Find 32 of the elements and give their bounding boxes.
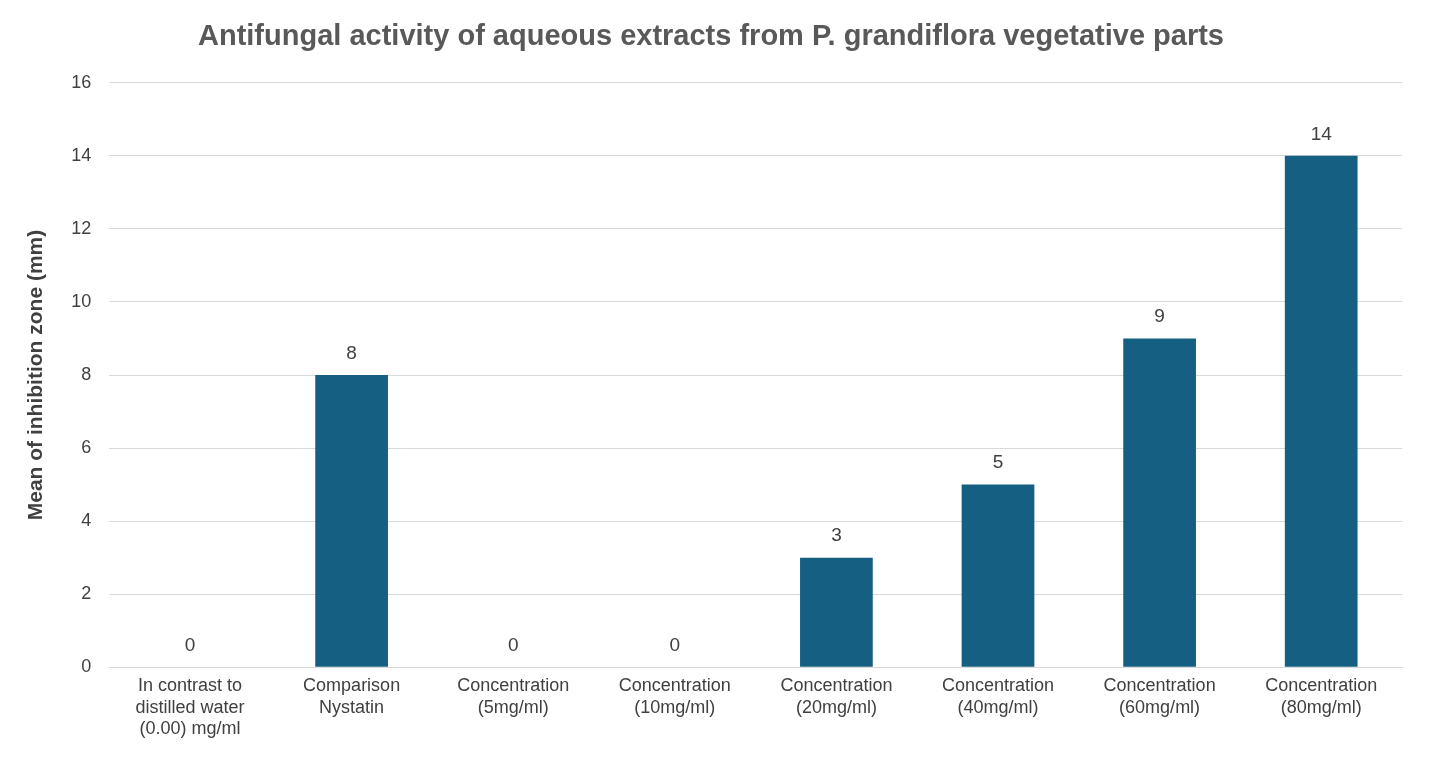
bar — [1123, 338, 1196, 667]
y-axis-title: Mean of inhibition zone (mm) — [23, 229, 47, 521]
x-tick-label: Concentration (40mg/ml) — [941, 674, 1055, 717]
bar — [961, 484, 1035, 667]
y-tick-label: 6 — [81, 437, 92, 458]
y-tick-label: 2 — [81, 583, 92, 604]
data-label: 5 — [992, 451, 1004, 473]
y-tick-label: 0 — [81, 656, 92, 677]
data-label: 14 — [1310, 122, 1333, 144]
data-label: 0 — [507, 633, 519, 655]
data-label: 0 — [669, 633, 681, 655]
y-tick-label: 12 — [71, 217, 92, 238]
data-label: 3 — [831, 524, 842, 546]
data-label: 8 — [346, 341, 357, 363]
x-tick-label: Concentration (5mg/ml) — [457, 674, 570, 717]
bar — [315, 375, 388, 667]
y-tick-label: 10 — [71, 290, 92, 311]
data-label: 9 — [1154, 305, 1165, 327]
chart-title: Antifungal activity of aqueous extracts from P. grandiflora vegetative parts — [197, 19, 1225, 52]
x-tick-label: Concentration (60mg/ml) — [1103, 674, 1216, 717]
x-tick-label: Concentration (20mg/ml) — [780, 674, 893, 717]
bar — [1284, 155, 1358, 667]
x-tick-label: Comparison Nystatin — [303, 674, 401, 717]
y-tick-label: 14 — [71, 144, 92, 165]
y-tick-label: 8 — [81, 363, 92, 384]
y-tick-label: 16 — [71, 71, 92, 92]
x-tick-label: Concentration (80mg/ml) — [1265, 674, 1378, 717]
y-tick-label: 4 — [81, 510, 92, 531]
x-tick-label: In contrast to distilled water (0.00) mg/ml — [135, 674, 245, 739]
data-label: 0 — [184, 633, 196, 655]
x-tick-label: Concentration (10mg/ml) — [618, 674, 731, 717]
bar — [800, 557, 873, 667]
